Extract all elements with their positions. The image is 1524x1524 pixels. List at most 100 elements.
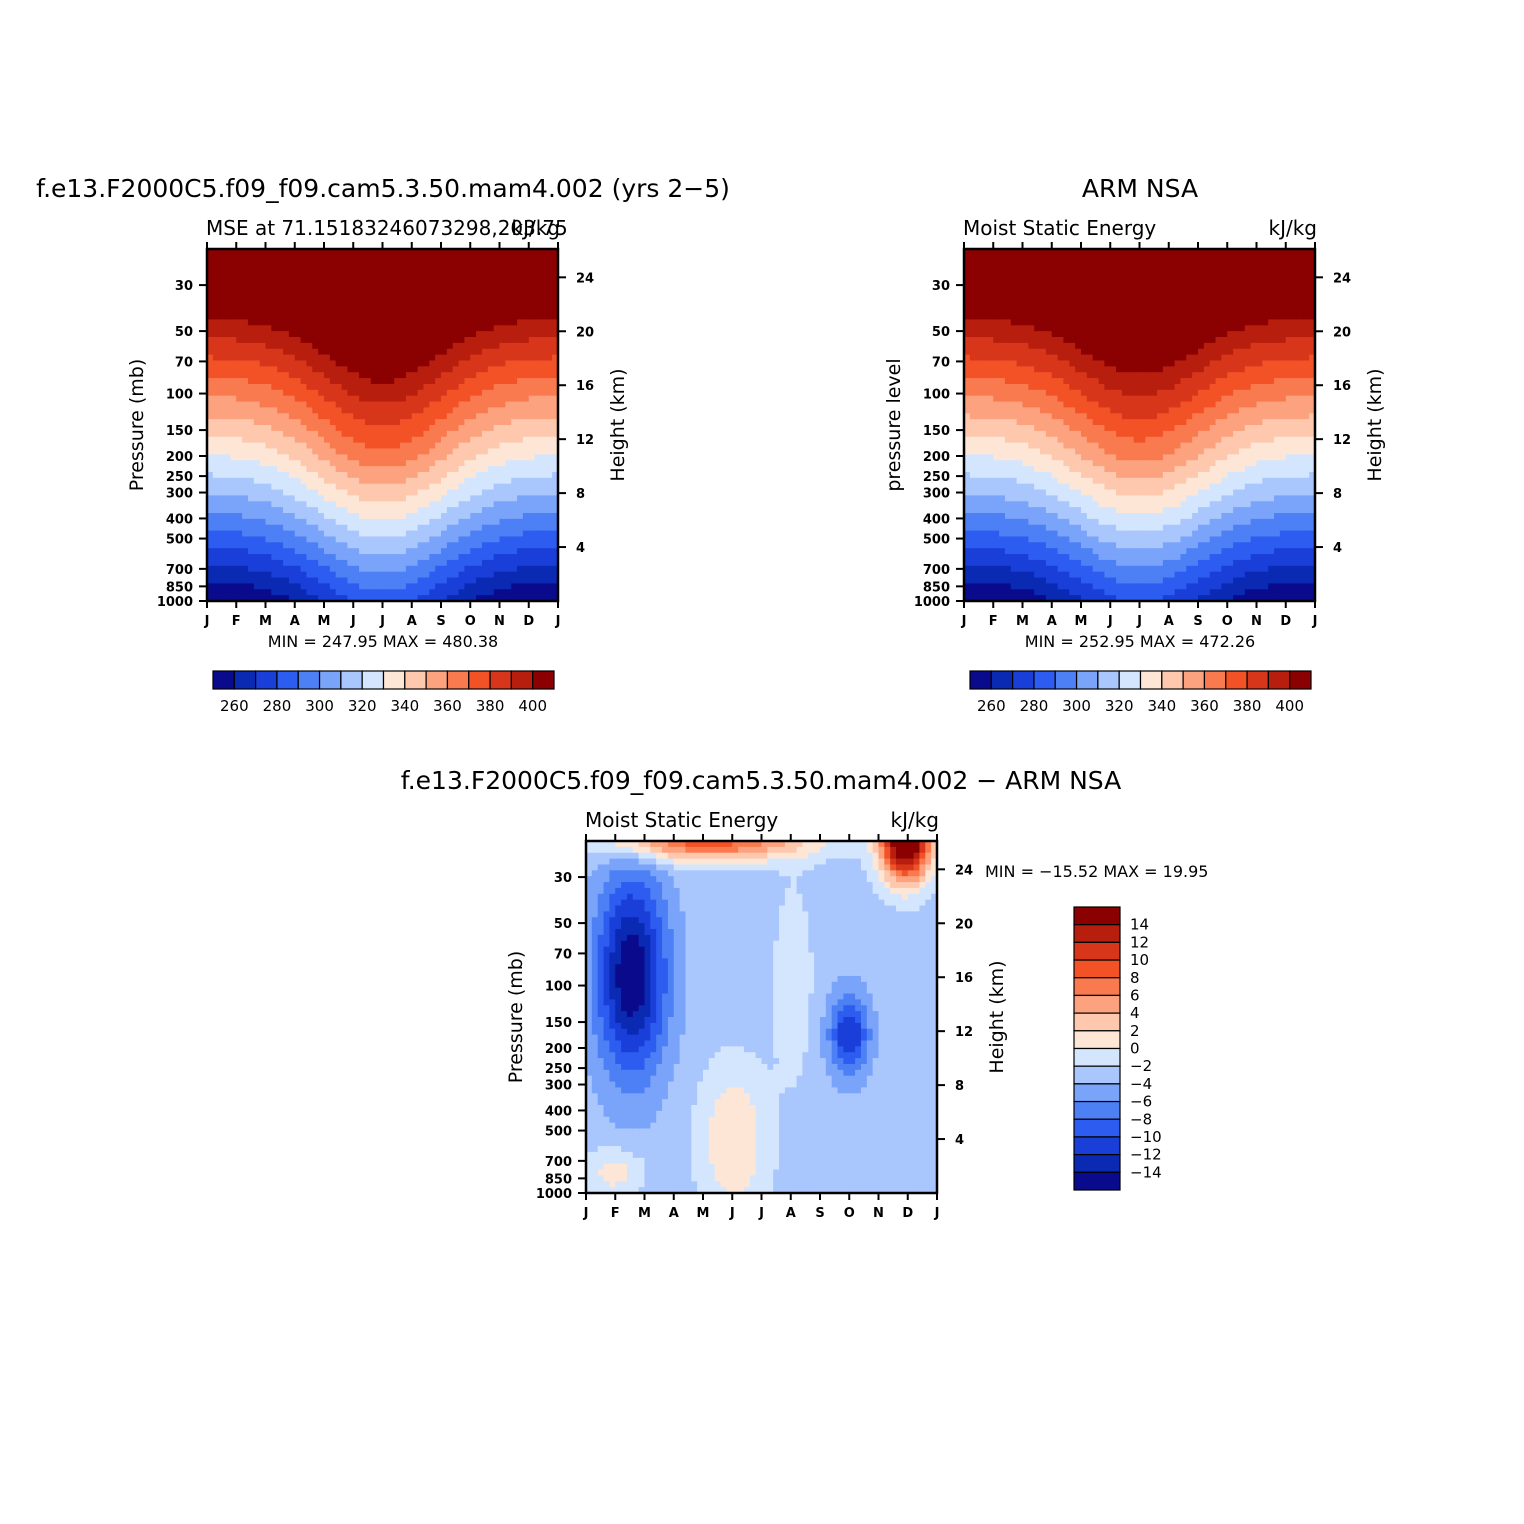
contour-cell <box>347 254 354 262</box>
contour-cell <box>987 254 994 262</box>
contour-cell <box>253 425 261 432</box>
contour-cell <box>1069 577 1076 584</box>
contour-cell <box>405 372 413 379</box>
contour-cell <box>318 301 325 309</box>
contour-cell <box>975 342 983 350</box>
contour-cell <box>975 413 983 420</box>
contour-cell <box>230 372 237 379</box>
contour-cell <box>1016 554 1024 561</box>
contour-cell <box>376 548 384 555</box>
contour-cell <box>552 266 559 274</box>
contour-cell <box>546 337 553 344</box>
contour-cell <box>1057 372 1065 379</box>
contour-cell <box>400 407 407 414</box>
contour-cell <box>534 466 542 473</box>
contour-cell <box>981 337 988 344</box>
contour-cell <box>306 272 313 279</box>
contour-cell <box>540 530 547 538</box>
contour-cell <box>452 378 460 385</box>
contour-cell <box>259 577 267 584</box>
contour-cell <box>1010 419 1018 426</box>
contour-cell <box>1045 489 1053 496</box>
contour-cell <box>347 383 354 391</box>
contour-cell <box>277 372 284 379</box>
contour-cell <box>1051 313 1059 320</box>
contour-cell <box>288 284 296 291</box>
contour-cell <box>1028 260 1035 268</box>
contour-cell <box>999 313 1006 320</box>
contour-cell <box>300 249 308 256</box>
contour-cell <box>505 524 512 532</box>
contour-cell <box>224 383 231 391</box>
contour-cell <box>1045 542 1053 549</box>
contour-cell <box>534 477 542 485</box>
contour-cell <box>324 559 331 567</box>
contour-cell <box>405 284 413 291</box>
contour-cell <box>505 360 512 367</box>
contour-cell <box>1034 348 1041 356</box>
contour-cell <box>329 378 337 385</box>
contour-cell <box>364 260 372 268</box>
contour-cell <box>253 565 261 573</box>
contour-cell <box>441 372 448 379</box>
contour-cell <box>481 559 489 567</box>
contour-cell <box>212 489 220 496</box>
contour-cell <box>1022 471 1029 479</box>
contour-cell <box>987 595 994 602</box>
contour-cell <box>265 542 272 549</box>
contour-cell <box>493 489 501 496</box>
contour-cell <box>975 254 983 262</box>
contour-cell <box>364 483 372 491</box>
contour-cell <box>981 266 988 274</box>
contour-cell <box>470 348 477 356</box>
contour-cell <box>505 389 512 397</box>
contour-cell <box>534 307 542 315</box>
contour-cell <box>359 337 366 344</box>
contour-cell <box>259 272 267 279</box>
contour-cell <box>999 413 1006 420</box>
contour-cell <box>429 254 436 262</box>
contour-cell <box>370 325 378 332</box>
contour-cell <box>242 542 249 549</box>
contour-cell <box>259 407 267 414</box>
contour-cell <box>259 401 267 408</box>
contour-cell <box>517 577 524 584</box>
contour-cell <box>1040 254 1047 262</box>
contour-cell <box>1004 507 1012 514</box>
contour-cell <box>347 337 354 344</box>
contour-cell <box>517 254 524 262</box>
contour-cell <box>224 436 231 444</box>
contour-cell <box>552 401 559 408</box>
month-label: J <box>555 614 561 629</box>
contour-cell <box>546 583 553 590</box>
contour-cell <box>540 354 547 362</box>
contour-cell <box>312 295 319 303</box>
contour-cell <box>236 577 243 584</box>
contour-cell <box>294 337 302 344</box>
contour-cell <box>236 571 243 579</box>
contour-cell <box>546 571 553 579</box>
contour-cell <box>1040 442 1047 450</box>
contour-cell <box>417 342 425 350</box>
contour-cell <box>1075 401 1082 408</box>
contour-cell <box>452 595 460 602</box>
contour-cell <box>1028 577 1035 584</box>
contour-cell <box>476 383 483 391</box>
contour-cell <box>259 372 267 379</box>
colorbar-swatch <box>255 670 278 690</box>
contour-cell <box>271 331 278 338</box>
contour-cell <box>981 284 988 291</box>
contour-cell <box>993 360 1000 367</box>
contour-cell <box>247 413 255 420</box>
contour-cell <box>288 548 296 555</box>
contour-cell <box>411 548 419 555</box>
contour-cell <box>993 295 1000 303</box>
contour-cell <box>335 589 343 596</box>
contour-cell <box>435 565 442 573</box>
contour-cell <box>1045 430 1053 438</box>
contour-cell <box>353 249 360 256</box>
contour-cell <box>1028 471 1035 479</box>
contour-cell <box>224 337 231 344</box>
contour-cell <box>969 407 977 414</box>
contour-cell <box>277 489 284 496</box>
